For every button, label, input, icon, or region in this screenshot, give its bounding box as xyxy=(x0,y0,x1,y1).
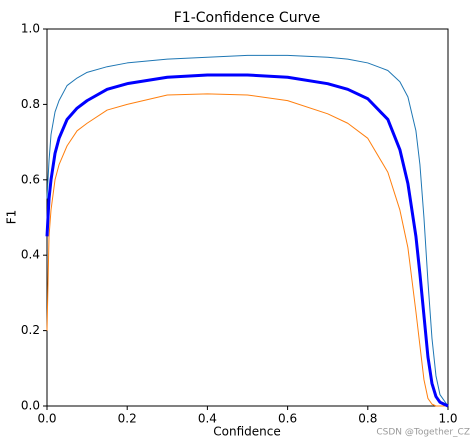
watermark: CSDN @Together_CZ xyxy=(376,428,470,438)
plot-frame xyxy=(46,28,449,407)
x-tick-label: 1.0 xyxy=(438,412,457,426)
x-axis-label: Confidence xyxy=(213,425,280,439)
y-tick-label: 0.2 xyxy=(21,323,40,337)
line-series xyxy=(46,54,449,407)
x-tick-label: 0.2 xyxy=(118,412,137,426)
y-tick-label: 0.6 xyxy=(21,172,40,186)
line-series xyxy=(46,93,448,407)
chart-title: F1-Confidence Curve xyxy=(174,10,320,26)
x-tick-label: 0.4 xyxy=(198,412,217,426)
x-tick-label: 0.8 xyxy=(358,412,377,426)
x-tick-label: 0.0 xyxy=(37,412,56,426)
y-axis-label: F1 xyxy=(5,210,19,225)
y-tick-label: 0.0 xyxy=(21,399,40,413)
y-tick-label: 1.0 xyxy=(21,22,40,36)
x-tick-label: 0.6 xyxy=(278,412,297,426)
y-tick-label: 0.8 xyxy=(21,97,40,111)
y-tick-label: 0.4 xyxy=(21,248,40,262)
line-series xyxy=(45,73,449,408)
